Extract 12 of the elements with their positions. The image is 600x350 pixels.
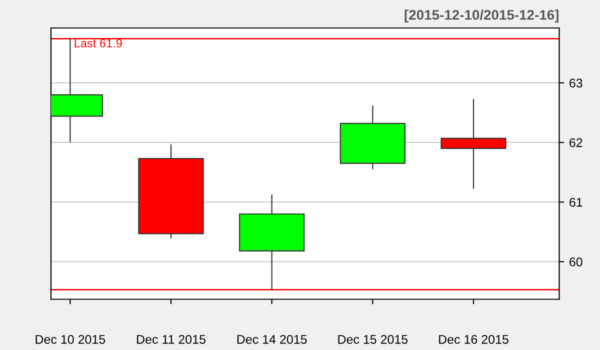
- y-tick-label: 61: [570, 198, 582, 207]
- chart-subtitle: [2015-12-10/2015-12-16]: [404, 10, 558, 23]
- x-tick-label: Dec 10 2015: [36, 334, 106, 344]
- y-tick-label: 62: [570, 138, 582, 148]
- x-tick-label: Dec 15 2015: [338, 334, 408, 344]
- y-tick-label: 60: [570, 257, 582, 266]
- ref-line-label: Last 61.9: [74, 39, 122, 48]
- y-tick-label: 63: [570, 78, 582, 88]
- x-tick-label: Dec 16 2015: [439, 334, 508, 344]
- x-tick-label: Dec 11 2015: [137, 334, 206, 344]
- candlestick: [440, 98, 506, 189]
- x-tick-label: Dec 14 2015: [237, 334, 307, 344]
